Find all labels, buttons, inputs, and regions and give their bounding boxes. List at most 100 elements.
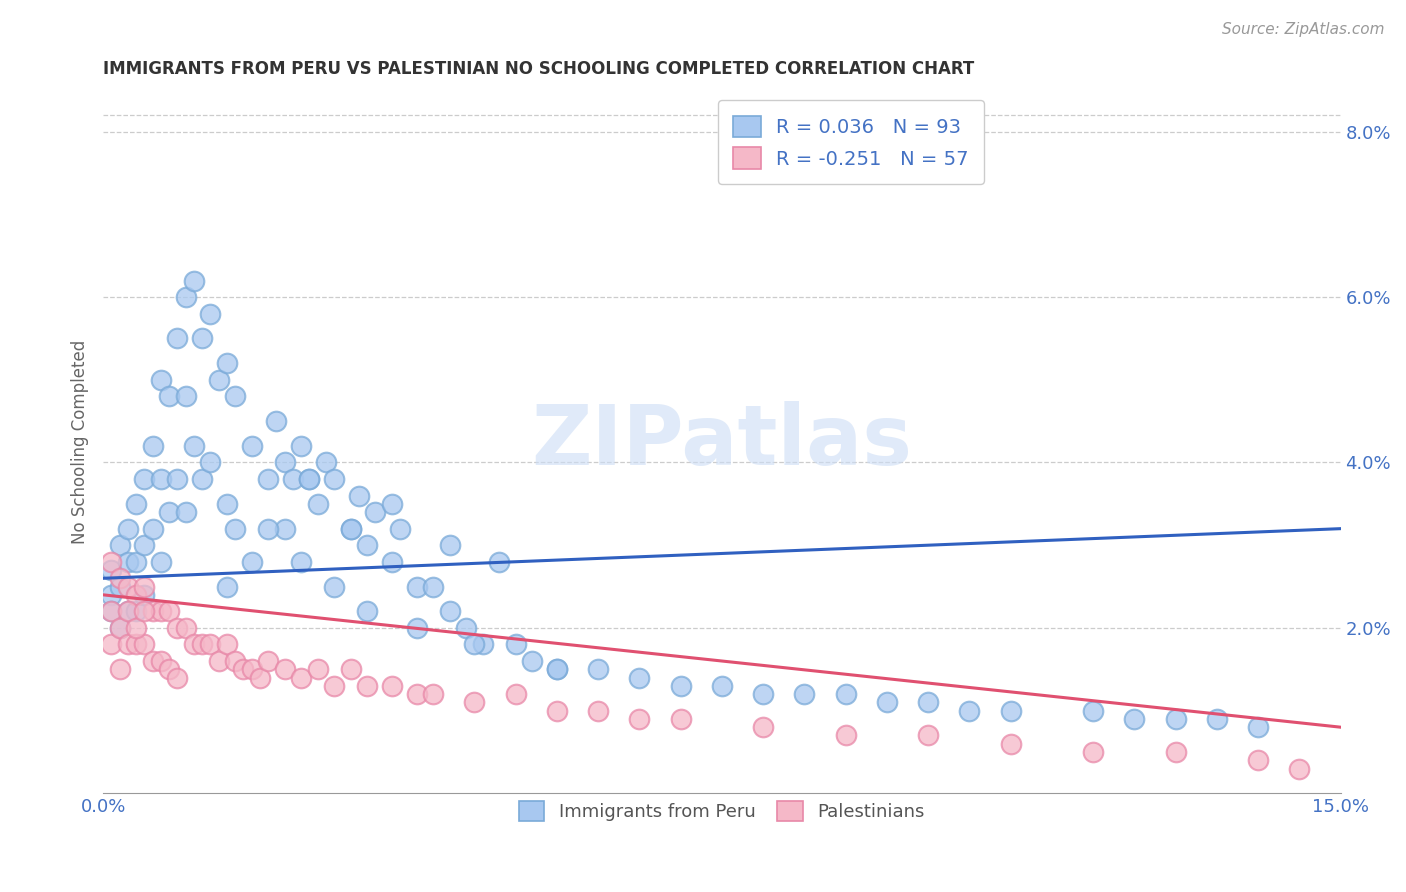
Point [710, 679, 733, 693]
Point [356, 679, 378, 693]
Point [166, 472, 188, 486]
Point [142, 654, 165, 668]
Point [439, 604, 461, 618]
Point [125, 604, 148, 618]
Point [207, 373, 229, 387]
Point [520, 654, 543, 668]
Point [257, 522, 280, 536]
Point [471, 637, 494, 651]
Point [917, 695, 939, 709]
Point [315, 455, 337, 469]
Point [347, 489, 370, 503]
Point [117, 522, 139, 536]
Point [793, 687, 815, 701]
Point [273, 455, 295, 469]
Point [669, 712, 692, 726]
Point [669, 679, 692, 693]
Point [134, 538, 156, 552]
Point [339, 662, 361, 676]
Point [215, 356, 238, 370]
Point [298, 472, 321, 486]
Point [166, 331, 188, 345]
Point [142, 604, 165, 618]
Point [323, 472, 346, 486]
Point [207, 654, 229, 668]
Point [834, 687, 856, 701]
Point [134, 637, 156, 651]
Point [191, 331, 214, 345]
Point [339, 522, 361, 536]
Point [389, 522, 412, 536]
Point [149, 472, 172, 486]
Point [166, 671, 188, 685]
Point [257, 472, 280, 486]
Point [108, 621, 131, 635]
Point [200, 637, 222, 651]
Point [752, 687, 775, 701]
Point [117, 604, 139, 618]
Point [100, 588, 122, 602]
Point [381, 497, 404, 511]
Point [240, 439, 263, 453]
Point [307, 662, 329, 676]
Point [546, 704, 568, 718]
Point [100, 555, 122, 569]
Point [290, 439, 312, 453]
Point [200, 307, 222, 321]
Point [125, 588, 148, 602]
Point [134, 604, 156, 618]
Point [752, 720, 775, 734]
Point [224, 654, 246, 668]
Point [183, 439, 205, 453]
Point [463, 695, 485, 709]
Point [249, 671, 271, 685]
Text: IMMIGRANTS FROM PERU VS PALESTINIAN NO SCHOOLING COMPLETED CORRELATION CHART: IMMIGRANTS FROM PERU VS PALESTINIAN NO S… [103, 60, 974, 78]
Point [456, 621, 478, 635]
Point [1081, 704, 1104, 718]
Point [191, 637, 214, 651]
Point [149, 373, 172, 387]
Point [240, 662, 263, 676]
Point [290, 671, 312, 685]
Point [125, 497, 148, 511]
Point [157, 505, 180, 519]
Point [586, 662, 609, 676]
Point [1247, 720, 1270, 734]
Point [117, 604, 139, 618]
Point [108, 571, 131, 585]
Point [1164, 712, 1187, 726]
Point [405, 687, 427, 701]
Point [191, 472, 214, 486]
Point [174, 389, 197, 403]
Point [488, 555, 510, 569]
Point [422, 580, 444, 594]
Point [157, 389, 180, 403]
Point [298, 472, 321, 486]
Point [215, 497, 238, 511]
Point [142, 439, 165, 453]
Point [157, 662, 180, 676]
Point [108, 538, 131, 552]
Point [232, 662, 254, 676]
Point [108, 662, 131, 676]
Point [628, 712, 651, 726]
Text: ZIPatlas: ZIPatlas [531, 401, 912, 483]
Point [339, 522, 361, 536]
Point [1247, 753, 1270, 767]
Point [215, 637, 238, 651]
Point [166, 621, 188, 635]
Point [149, 604, 172, 618]
Point [439, 538, 461, 552]
Point [215, 580, 238, 594]
Point [100, 563, 122, 577]
Point [183, 273, 205, 287]
Point [381, 679, 404, 693]
Point [1000, 704, 1022, 718]
Point [876, 695, 898, 709]
Point [1288, 762, 1310, 776]
Point [266, 414, 288, 428]
Point [290, 555, 312, 569]
Point [224, 522, 246, 536]
Point [381, 555, 404, 569]
Point [957, 704, 980, 718]
